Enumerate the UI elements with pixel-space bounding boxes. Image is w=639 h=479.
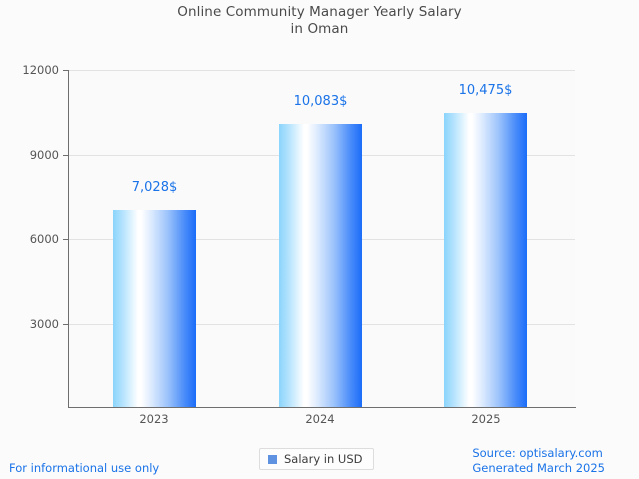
gridline-12000: 12000 [22, 63, 575, 77]
ytick-label-9000: 9000 [29, 147, 59, 162]
ytick-label-12000: 12000 [22, 63, 59, 77]
ytick-label-6000: 6000 [29, 232, 59, 246]
tick-mark-6000 [63, 239, 68, 240]
tick-mark-3000 [63, 323, 68, 325]
plot-area: 12000 9000 6000 3000 7,028$ 10,083$ 10,4… [22, 63, 575, 408]
bar-value-2023: 7,028$ [131, 180, 178, 195]
footer-source: Source: optisalary.com [472, 446, 603, 460]
tick-mark-12000 [63, 70, 68, 71]
legend-label-salary-in-usd: Salary in USD [284, 452, 363, 466]
chart-title-line-1: Online Community Manager Yearly Salary [177, 4, 462, 20]
bar-2025[interactable]: 10,475$ [444, 83, 527, 408]
bar-2023[interactable]: 7,028$ [113, 180, 196, 408]
legend[interactable]: Salary in USD [259, 448, 374, 470]
xtick-label-2023: 2023 [139, 412, 169, 426]
bar-2024[interactable]: 10,083$ [279, 94, 362, 408]
chart-title: Online Community Manager Yearly Salary i… [0, 4, 639, 38]
x-axis-line [68, 407, 576, 408]
ytick-label-3000: 3000 [29, 316, 59, 331]
chart-title-line-2: in Oman [290, 21, 349, 37]
bar-value-2024: 10,083$ [293, 94, 348, 109]
y-axis-line [68, 70, 69, 408]
legend-swatch-icon [268, 454, 277, 464]
footer-generated: Generated March 2025 [472, 461, 605, 475]
xtick-label-2025: 2025 [471, 412, 501, 426]
tick-mark-9000 [63, 154, 68, 156]
footer-source-block: Source: optisalary.com Generated March 2… [472, 446, 605, 476]
bar-value-2025: 10,475$ [458, 83, 513, 98]
footer-disclaimer: For informational use only [9, 461, 160, 475]
xtick-label-2024: 2024 [305, 412, 335, 426]
